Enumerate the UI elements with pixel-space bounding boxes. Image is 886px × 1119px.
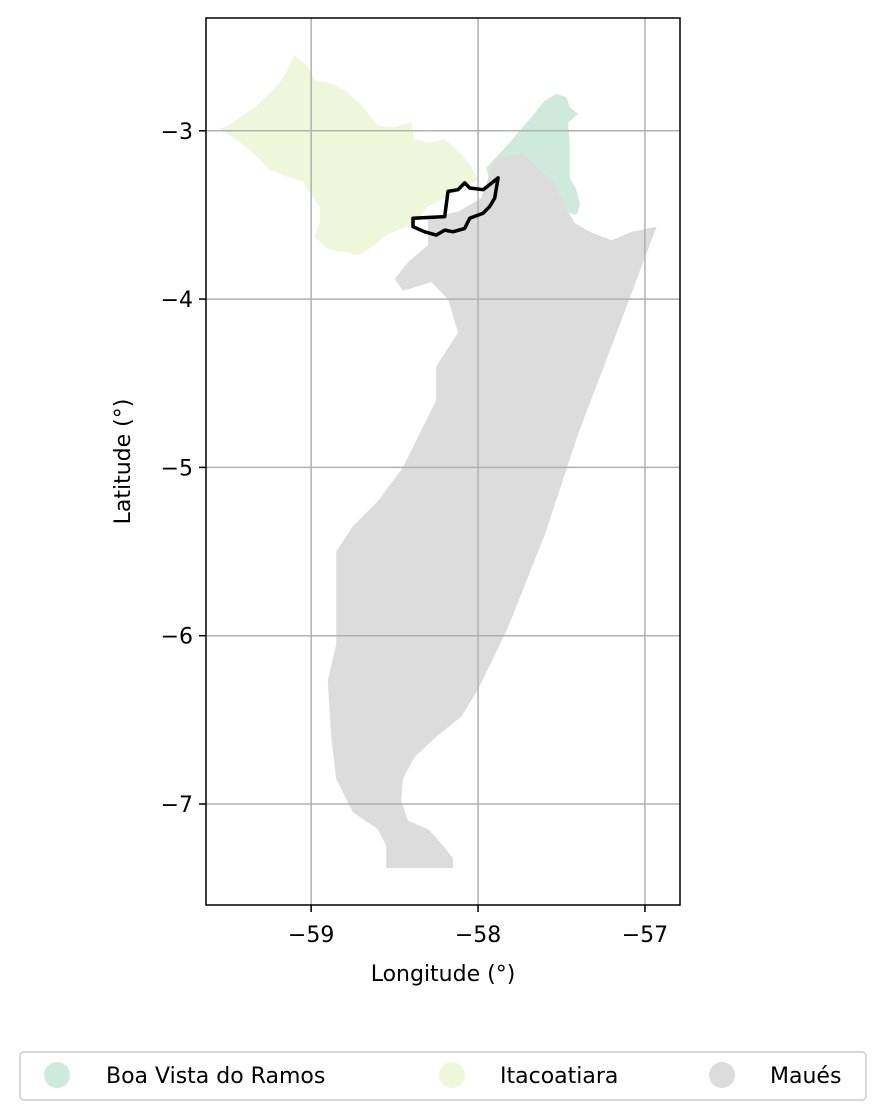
x-tick-label: −58 <box>455 923 501 948</box>
region-itacoatiara <box>219 55 478 256</box>
y-tick-label: −5 <box>161 456 193 481</box>
y-tick-label: −4 <box>161 288 193 313</box>
legend-marker-maues <box>709 1062 735 1088</box>
ticks-layer: −59 −58 −57 −3 −4 −5 −6 −7 <box>161 120 669 948</box>
grid-layer <box>206 18 680 905</box>
x-tick-label: −59 <box>288 923 334 948</box>
legend-marker-itacoatiara <box>439 1062 465 1088</box>
y-tick-label: −6 <box>161 625 193 650</box>
highlight-outline <box>411 176 500 237</box>
y-tick-label: −3 <box>161 120 193 145</box>
legend: Boa Vista do Ramos Itacoatiara Maués <box>19 1051 867 1101</box>
legend-label-boa-vista-do-ramos: Boa Vista do Ramos <box>106 1064 325 1089</box>
y-axis-label: Latitude (°) <box>111 399 136 525</box>
legend-label-maues: Maués <box>770 1064 841 1089</box>
x-tick-label: −57 <box>622 923 668 948</box>
legend-label-itacoatiara: Itacoatiara <box>500 1064 618 1089</box>
regions-layer <box>219 55 657 869</box>
region-maues <box>327 152 657 869</box>
y-tick-label: −7 <box>161 793 193 818</box>
legend-marker-boa-vista-do-ramos <box>44 1062 70 1088</box>
highlight-layer <box>411 176 500 237</box>
region-boa-vista-do-ramos <box>486 93 580 215</box>
x-axis-label: Longitude (°) <box>371 962 516 987</box>
plot-frame <box>205 17 681 906</box>
